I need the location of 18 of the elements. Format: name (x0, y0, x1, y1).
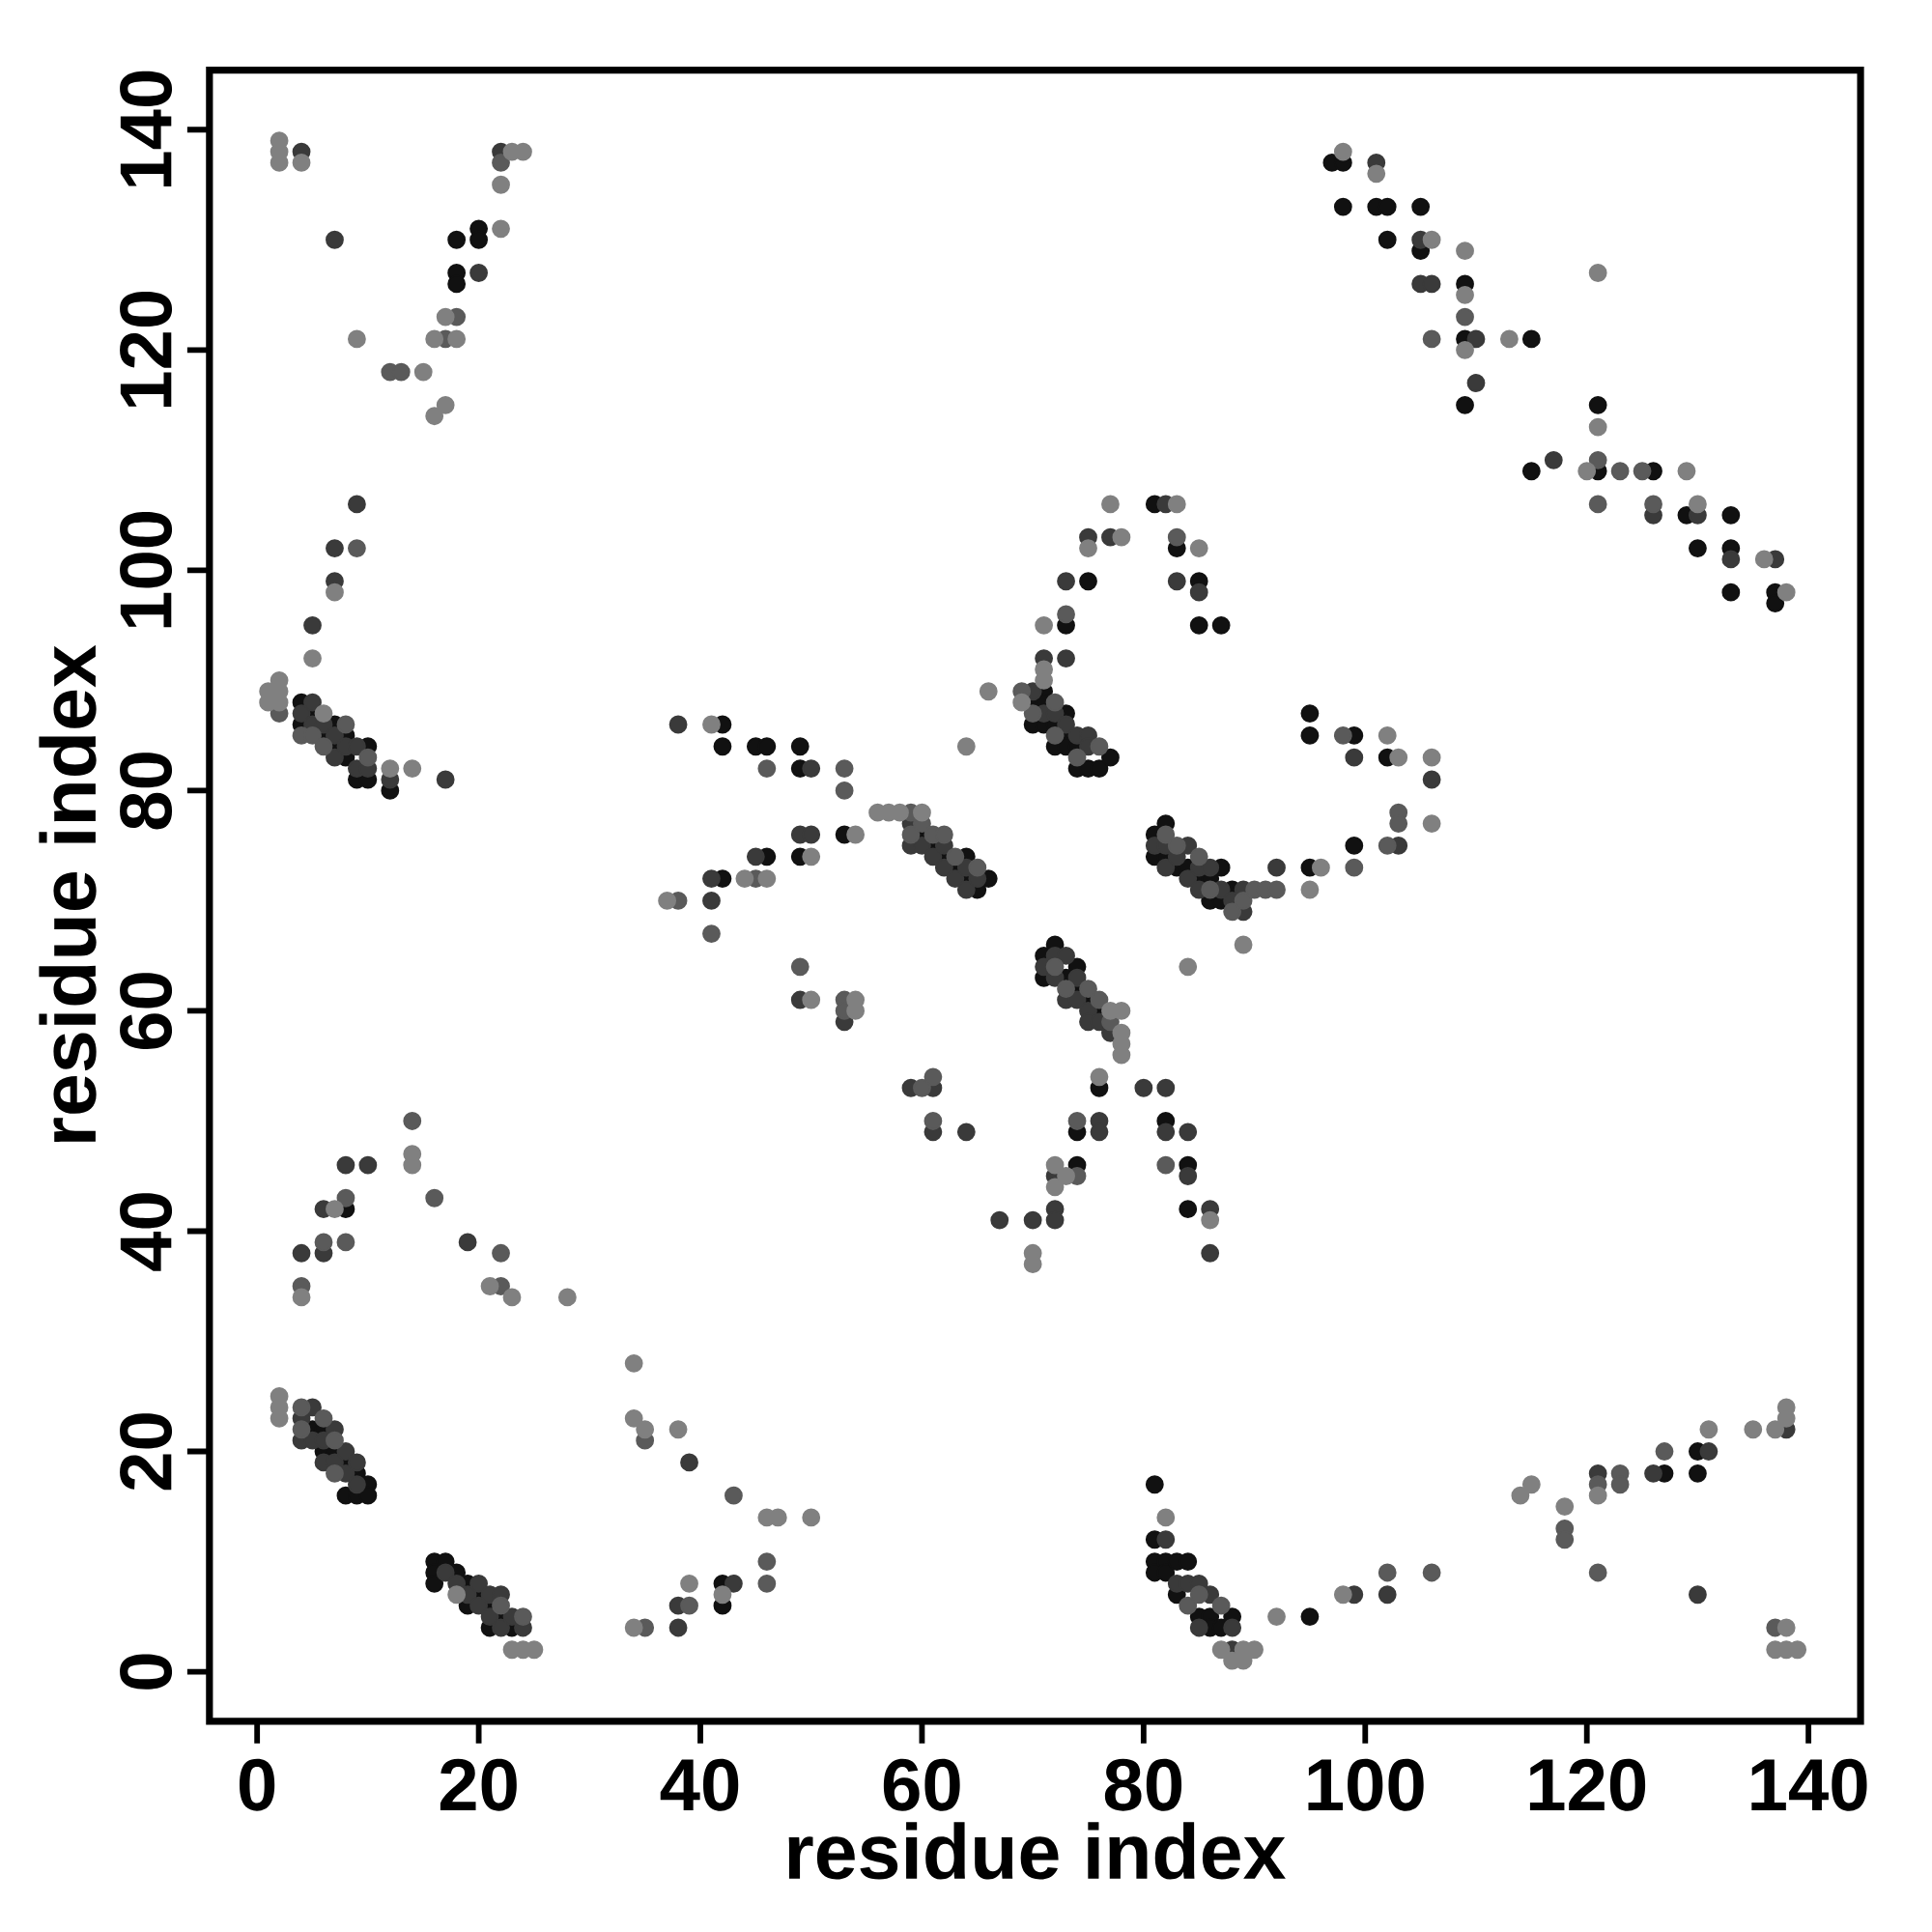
y-tick-label: 40 (120, 1193, 173, 1271)
y-tick-label: 100 (120, 511, 173, 628)
y-tick-label: 140 (120, 71, 173, 187)
x-tick-label: 80 (1104, 1758, 1182, 1811)
y-axis-title: residue index (39, 644, 97, 1143)
x-tick-label: 0 (239, 1758, 275, 1811)
y-tick-label: 60 (120, 973, 173, 1050)
x-tick-label: 100 (1308, 1758, 1424, 1811)
y-tick-label: 20 (120, 1413, 173, 1491)
y-tick-label: 80 (120, 753, 173, 830)
x-tick-label: 40 (660, 1758, 739, 1811)
y-tick-label: 120 (120, 291, 173, 408)
x-axis-title: residue index (788, 1822, 1286, 1880)
x-tick-label: 20 (440, 1758, 517, 1811)
x-tick-label: 120 (1529, 1758, 1646, 1811)
x-tick-label: 140 (1751, 1758, 1867, 1811)
y-tick-label: 0 (120, 1654, 173, 1690)
x-tick-label: 60 (883, 1758, 960, 1811)
